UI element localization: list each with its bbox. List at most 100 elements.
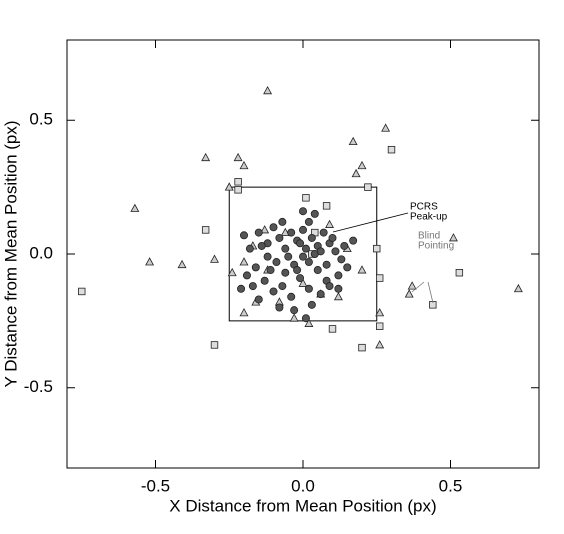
annotation-text: Peak-up — [410, 212, 448, 223]
circle-point — [304, 284, 313, 293]
circle-point — [322, 260, 331, 269]
circle-point — [251, 263, 260, 272]
circle-point — [242, 271, 251, 280]
square-point — [375, 274, 384, 282]
square-point — [78, 287, 86, 296]
triangle-point — [239, 160, 249, 170]
circle-point — [281, 268, 290, 277]
triangle-point — [357, 160, 367, 170]
circle-point — [275, 233, 284, 242]
triangle-point — [357, 265, 367, 274]
triangle-point — [404, 289, 414, 298]
circle-point — [298, 225, 307, 234]
annotation-leader — [427, 281, 434, 304]
annotation-leader — [332, 212, 409, 233]
circle-point — [290, 306, 299, 315]
circle-point — [334, 271, 343, 280]
circle-point — [296, 239, 305, 248]
square-point — [373, 244, 381, 253]
triangle-point — [263, 85, 273, 95]
circle-point — [304, 258, 313, 267]
triangle-point — [227, 267, 237, 277]
circle-point — [340, 241, 349, 250]
circle-point — [316, 290, 325, 299]
circle-point — [319, 228, 328, 237]
y-tick-label: 0.5 — [29, 110, 53, 129]
circle-point — [287, 228, 296, 237]
square-point — [234, 178, 242, 186]
square-point — [234, 186, 242, 194]
square-point — [364, 183, 372, 191]
circle-point — [260, 276, 269, 285]
circle-point — [248, 282, 257, 291]
circle-point — [254, 295, 263, 304]
square-point — [455, 269, 464, 277]
circle-point — [328, 233, 337, 242]
circle-point — [296, 274, 305, 283]
triangle-point — [130, 203, 140, 212]
circle-point — [281, 244, 290, 253]
circle-point — [310, 209, 319, 218]
triangle-point — [239, 257, 249, 266]
annotation-leader — [411, 281, 425, 293]
triangle-point — [201, 152, 211, 162]
annotation-text: Pointing — [418, 241, 454, 252]
square-point — [328, 325, 337, 333]
square-point — [201, 226, 210, 234]
circle-point — [278, 282, 287, 291]
triangle-point — [210, 254, 219, 263]
circle-point — [263, 252, 272, 261]
triangle-point — [325, 219, 335, 228]
annotation-text: Blind — [418, 231, 440, 242]
square-point — [387, 145, 396, 154]
triangle-point — [351, 168, 361, 178]
circle-point — [278, 217, 287, 226]
triangle-point — [448, 233, 458, 242]
circle-point — [331, 247, 340, 256]
circle-point — [301, 314, 310, 323]
circle-point — [239, 231, 248, 240]
circle-point — [245, 244, 254, 253]
circle-point — [237, 284, 246, 293]
triangle-point — [375, 308, 385, 317]
triangle-point — [239, 308, 249, 317]
circle-point — [337, 255, 346, 264]
circle-point — [287, 292, 296, 301]
x-tick-label: -0.5 — [141, 476, 170, 495]
circle-point — [334, 284, 343, 293]
triangle-point — [298, 278, 308, 287]
triangle-point — [280, 227, 290, 237]
triangle-point — [233, 152, 243, 162]
circle-point — [275, 303, 284, 312]
circle-point — [307, 233, 316, 242]
circle-point — [272, 258, 281, 267]
x-tick-label: 0.0 — [291, 476, 315, 495]
square-point — [322, 202, 331, 210]
triangle-point — [224, 182, 234, 191]
circle-point — [307, 300, 316, 309]
x-axis-label: X Distance from Mean Position (px) — [169, 496, 436, 515]
y-tick-label: 0.0 — [29, 243, 53, 262]
triangle-point — [145, 257, 155, 266]
triangle-point — [407, 281, 417, 290]
square-point — [375, 322, 384, 330]
y-axis-label: Y Distance from Mean Position (px) — [1, 120, 20, 387]
triangle-point — [333, 291, 343, 301]
circle-point — [316, 247, 325, 256]
triangle-point — [381, 123, 391, 132]
triangle-point — [260, 225, 270, 234]
circle-point — [301, 244, 310, 253]
x-tick-label: 0.5 — [439, 476, 463, 495]
circle-point — [284, 252, 293, 261]
circle-point — [304, 217, 313, 226]
circle-point — [257, 241, 266, 250]
circle-point — [313, 266, 322, 275]
circle-point — [293, 266, 302, 275]
circle-point — [269, 223, 278, 232]
square-point — [302, 194, 310, 202]
y-tick-label: -0.5 — [24, 377, 53, 396]
triangle-point — [375, 340, 385, 349]
triangle-point — [513, 283, 523, 293]
circle-point — [254, 228, 263, 237]
